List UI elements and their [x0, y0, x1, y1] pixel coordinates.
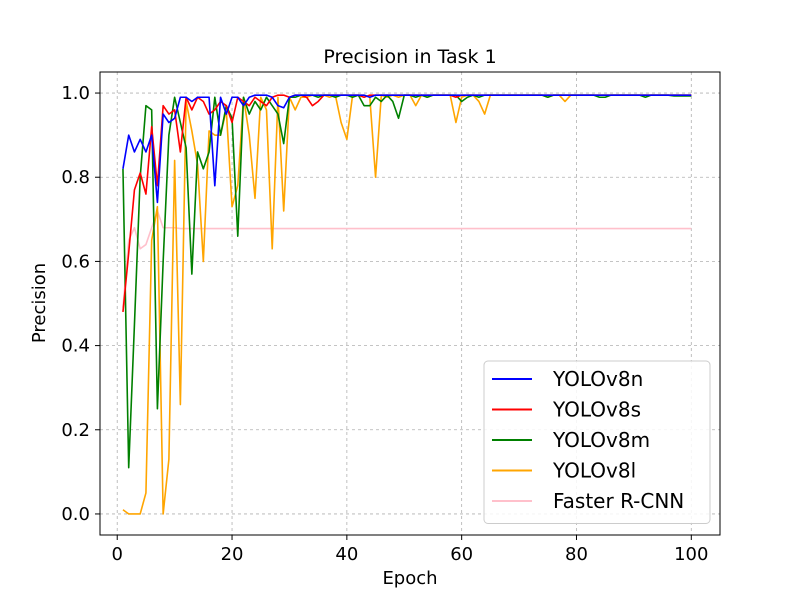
x-tick-label: 0: [111, 544, 122, 565]
x-tick-label: 60: [450, 544, 473, 565]
axes: 0 20 40 60 80 100 0.0 0.2 0.4 0.6 0.8 1.0: [61, 83, 708, 565]
series-line-faster-r-cnn: [122, 210, 692, 308]
x-tick-label: 20: [221, 544, 244, 565]
x-tick-label: 80: [565, 544, 588, 565]
y-tick-label: 0.6: [61, 251, 90, 272]
y-tick-label: 0.8: [61, 167, 90, 188]
y-tick-label: 0.4: [61, 336, 90, 357]
legend-label: YOLOv8l: [552, 459, 636, 483]
x-tick-label: 100: [674, 544, 708, 565]
x-axis-label: Epoch: [382, 568, 437, 589]
y-tick-label: 1.0: [61, 83, 90, 104]
legend-label: YOLOv8n: [552, 367, 643, 391]
y-tick-label: 0.0: [61, 504, 90, 525]
series-line-yolov8s: [122, 94, 692, 312]
legend-label: YOLOv8s: [552, 398, 641, 422]
series-lines: [122, 94, 692, 515]
series-line-yolov8n: [122, 94, 692, 204]
legend-label: YOLOv8m: [552, 428, 650, 452]
y-tick-label: 0.2: [61, 420, 90, 441]
y-axis-label: Precision: [29, 263, 50, 343]
legend: YOLOv8n YOLOv8s YOLOv8m YOLOv8l Faster R-CNN: [483, 360, 711, 524]
plot-frame: [99, 71, 721, 536]
legend-label: Faster R-CNN: [553, 489, 684, 513]
chart-title: Precision in Task 1: [323, 46, 496, 68]
x-tick-label: 40: [335, 544, 358, 565]
legend-box: [483, 360, 711, 524]
